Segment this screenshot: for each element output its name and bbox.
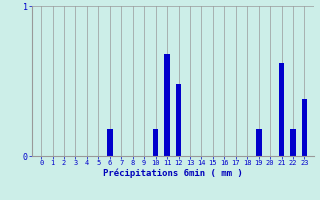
Bar: [290, 129, 296, 156]
Bar: [176, 84, 181, 156]
Bar: [153, 129, 158, 156]
Bar: [279, 63, 284, 156]
Bar: [301, 99, 307, 156]
Bar: [107, 129, 113, 156]
Bar: [256, 129, 261, 156]
Bar: [164, 54, 170, 156]
X-axis label: Précipitations 6min ( mm ): Précipitations 6min ( mm ): [103, 169, 243, 178]
